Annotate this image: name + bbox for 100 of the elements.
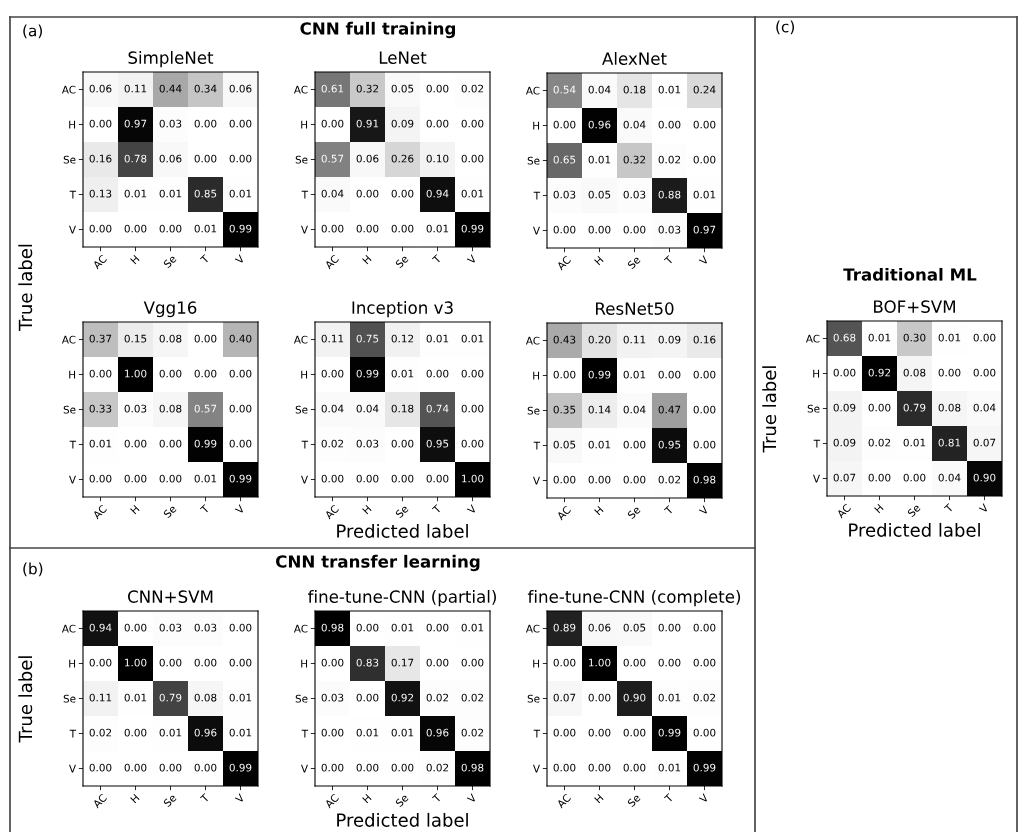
data-label: 0.01 bbox=[903, 438, 926, 447]
data-label: 0.00 bbox=[229, 439, 252, 448]
y-tick-label: Se bbox=[63, 405, 76, 414]
data-label: 0.11 bbox=[89, 693, 112, 702]
data-label: 0.00 bbox=[194, 658, 217, 667]
data-label: 0.00 bbox=[693, 405, 716, 414]
data-label: 0.99 bbox=[229, 763, 252, 772]
x-tick-label: AC bbox=[92, 504, 108, 520]
data-label: 0.17 bbox=[391, 658, 414, 667]
data-label: 0.02 bbox=[658, 155, 681, 164]
data-label: 0.00 bbox=[321, 224, 344, 233]
data-label: 0.88 bbox=[658, 190, 681, 199]
data-label: 0.00 bbox=[426, 623, 449, 632]
x-tick-label: Se bbox=[162, 793, 177, 808]
data-label: 0.00 bbox=[588, 225, 611, 234]
x-axis-title: Predicted label bbox=[337, 812, 468, 827]
x-tick-label: V bbox=[234, 254, 245, 265]
x-tick-label: H bbox=[594, 505, 604, 516]
data-label: 0.02 bbox=[868, 438, 891, 447]
x-tick-label: H bbox=[594, 793, 604, 804]
data-label: 0.05 bbox=[391, 84, 414, 93]
data-label: 0.01 bbox=[391, 369, 414, 378]
data-label: 0.00 bbox=[938, 368, 961, 377]
data-label: 0.99 bbox=[356, 369, 379, 378]
data-label: 0.00 bbox=[623, 225, 646, 234]
y-tick-label: Se bbox=[63, 155, 76, 164]
x-tick-label: Se bbox=[626, 793, 641, 808]
data-label: 0.78 bbox=[124, 154, 147, 163]
data-label: 0.00 bbox=[658, 370, 681, 379]
data-label: 0.01 bbox=[194, 474, 217, 483]
data-label: 0.00 bbox=[553, 763, 576, 772]
data-label: 0.08 bbox=[159, 334, 182, 343]
data-label: 1.00 bbox=[125, 369, 147, 378]
data-label: 0.14 bbox=[588, 405, 611, 414]
data-label: 0.03 bbox=[553, 190, 576, 199]
x-tick-label: T bbox=[943, 503, 954, 514]
data-label: 0.04 bbox=[623, 120, 646, 129]
data-label: 0.97 bbox=[124, 119, 147, 128]
data-label: 0.01 bbox=[658, 693, 681, 702]
data-label: 0.44 bbox=[159, 84, 182, 93]
y-tick-label: AC bbox=[805, 334, 820, 343]
data-label: 0.00 bbox=[391, 439, 414, 448]
x-tick-label: T bbox=[663, 505, 674, 516]
x-tick-label: AC bbox=[324, 254, 340, 270]
data-label: 0.00 bbox=[588, 475, 611, 484]
y-tick-label: H bbox=[533, 371, 540, 380]
chart-title: fine-tune-CNN (complete) bbox=[527, 590, 741, 607]
x-tick-label: Se bbox=[906, 503, 921, 518]
data-label: 0.01 bbox=[229, 693, 252, 702]
y-tick-label: AC bbox=[293, 624, 308, 633]
data-label: 1.00 bbox=[462, 474, 484, 483]
data-label: 0.85 bbox=[194, 189, 217, 198]
x-tick-label: V bbox=[698, 793, 709, 804]
x-tick-label: H bbox=[130, 504, 140, 515]
data-label: 0.54 bbox=[553, 85, 576, 94]
y-tick-label: V bbox=[301, 225, 308, 234]
data-label: 0.00 bbox=[553, 120, 576, 129]
data-label: 0.09 bbox=[391, 119, 414, 128]
data-label: 0.00 bbox=[973, 368, 996, 377]
data-label: 0.20 bbox=[588, 335, 611, 344]
data-label: 0.01 bbox=[461, 334, 484, 343]
y-tick-label: V bbox=[813, 474, 820, 483]
data-label: 0.04 bbox=[973, 403, 996, 412]
data-label: 0.03 bbox=[623, 190, 646, 199]
data-label: 0.16 bbox=[89, 154, 112, 163]
data-label: 0.00 bbox=[194, 119, 217, 128]
data-label: 0.01 bbox=[89, 439, 112, 448]
data-label: 0.02 bbox=[461, 693, 484, 702]
y-tick-label: H bbox=[69, 370, 76, 379]
x-tick-label: Se bbox=[162, 254, 177, 269]
data-label: 0.99 bbox=[588, 370, 611, 379]
data-label: 0.00 bbox=[321, 474, 344, 483]
data-label: 0.00 bbox=[159, 224, 182, 233]
data-label: 0.00 bbox=[124, 439, 147, 448]
x-tick-label: V bbox=[698, 255, 709, 266]
data-label: 0.00 bbox=[693, 370, 716, 379]
data-label: 0.00 bbox=[623, 728, 646, 737]
y-tick-label: V bbox=[69, 225, 76, 234]
data-label: 0.01 bbox=[426, 334, 449, 343]
data-label: 0.98 bbox=[693, 475, 716, 484]
y-tick-label: AC bbox=[61, 624, 76, 633]
y-axis-title: True label bbox=[18, 244, 33, 331]
x-tick-label: H bbox=[594, 255, 604, 266]
y-tick-label: AC bbox=[293, 85, 308, 94]
data-label: 0.18 bbox=[391, 404, 414, 413]
data-label: 0.03 bbox=[159, 623, 182, 632]
data-label: 0.06 bbox=[588, 623, 611, 632]
x-tick-label: AC bbox=[92, 254, 108, 270]
y-tick-label: V bbox=[301, 764, 308, 773]
data-label: 0.00 bbox=[124, 623, 147, 632]
data-label: 1.00 bbox=[125, 658, 147, 667]
text: (c) bbox=[776, 20, 795, 35]
x-tick-label: H bbox=[362, 254, 372, 265]
data-label: 0.61 bbox=[321, 84, 344, 93]
data-label: 0.00 bbox=[973, 333, 996, 342]
data-label: 0.68 bbox=[833, 333, 856, 342]
x-tick-label: V bbox=[234, 793, 245, 804]
data-label: 0.05 bbox=[623, 623, 646, 632]
y-tick-label: T bbox=[69, 729, 77, 738]
data-label: 0.81 bbox=[938, 438, 961, 447]
